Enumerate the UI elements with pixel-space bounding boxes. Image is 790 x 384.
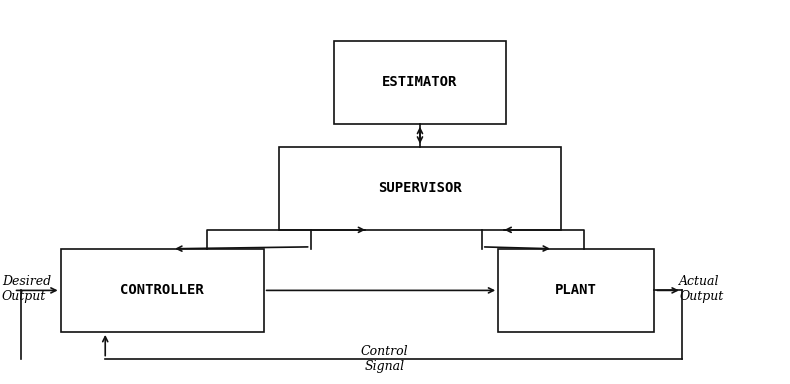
Text: CONTROLLER: CONTROLLER [120,283,204,297]
Bar [334,41,506,124]
Bar [61,249,264,332]
Text: Control
Signal: Control Signal [361,345,408,373]
Bar [280,147,561,230]
Text: Actual
Output: Actual Output [679,275,724,303]
Text: Desired
Output: Desired Output [2,275,51,303]
Text: PLANT: PLANT [555,283,597,297]
Text: SUPERVISOR: SUPERVISOR [378,181,462,195]
Bar [498,249,654,332]
Text: ESTIMATOR: ESTIMATOR [382,75,457,89]
